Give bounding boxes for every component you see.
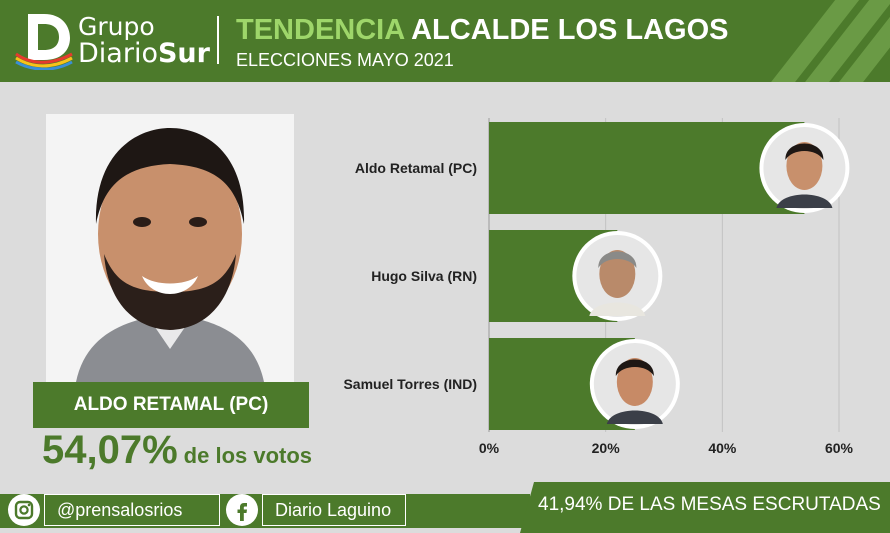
x-tick-label: 60% <box>825 440 854 456</box>
logo-line2: DiarioSur <box>78 40 210 67</box>
candidate-avatar <box>589 339 680 429</box>
avatar-shoulders <box>776 194 833 208</box>
avatar-hair <box>598 251 637 268</box>
header-banner: Grupo DiarioSur TENDENCIA ALCALDE LOS LA… <box>0 0 890 82</box>
x-tick-label: 40% <box>708 440 737 456</box>
instagram-handle[interactable]: @prensalosrios <box>44 494 220 526</box>
category-label: Samuel Torres (IND) <box>343 376 477 392</box>
facebook-page[interactable]: Diario Laguino <box>262 494 406 526</box>
winner-percent-value: 54,07% <box>42 428 178 472</box>
avatar-shoulders <box>589 302 646 316</box>
bar <box>489 122 805 214</box>
logo-text: Grupo DiarioSur <box>78 14 210 67</box>
header-divider <box>217 16 219 64</box>
logo-word-sur: Sur <box>157 38 210 69</box>
avatar-hair <box>785 143 824 160</box>
footer-right-band <box>520 482 890 533</box>
avatar-face <box>616 358 653 406</box>
winner-portrait <box>46 114 294 382</box>
logo-word-diario: Diario <box>78 38 158 69</box>
avatar-face <box>786 142 823 190</box>
winner-percent: 54,07% de los votos <box>42 428 312 473</box>
logo-icon <box>15 14 73 70</box>
facebook-icon[interactable] <box>226 494 258 526</box>
winner-percent-suffix: de los votos <box>183 443 313 468</box>
title-accent: TENDENCIA <box>236 14 405 46</box>
avatar-face <box>599 250 636 298</box>
page-subtitle: ELECCIONES MAYO 2021 <box>236 50 454 70</box>
x-tick-label: 0% <box>479 440 500 456</box>
avatar-hair <box>615 359 654 376</box>
tables-counted: 41,94% DE LAS MESAS ESCRUTADAS <box>538 494 881 515</box>
avatar-shoulders <box>606 410 663 424</box>
instagram-icon[interactable] <box>8 494 40 526</box>
page-title: TENDENCIA ALCALDE LOS LAGOS <box>236 14 728 47</box>
category-label: Aldo Retamal (PC) <box>355 160 477 176</box>
winner-name-bar: ALDO RETAMAL (PC) <box>33 382 309 428</box>
footer-left-band <box>0 494 530 528</box>
x-tick-label: 20% <box>592 440 621 456</box>
logo-line1: Grupo <box>78 12 155 41</box>
category-label: Hugo Silva (RN) <box>371 268 477 284</box>
winner-photo <box>46 114 294 382</box>
candidate-avatar <box>759 123 850 213</box>
candidate-avatar <box>572 231 663 321</box>
title-rest: ALCALDE LOS LAGOS <box>411 14 729 46</box>
